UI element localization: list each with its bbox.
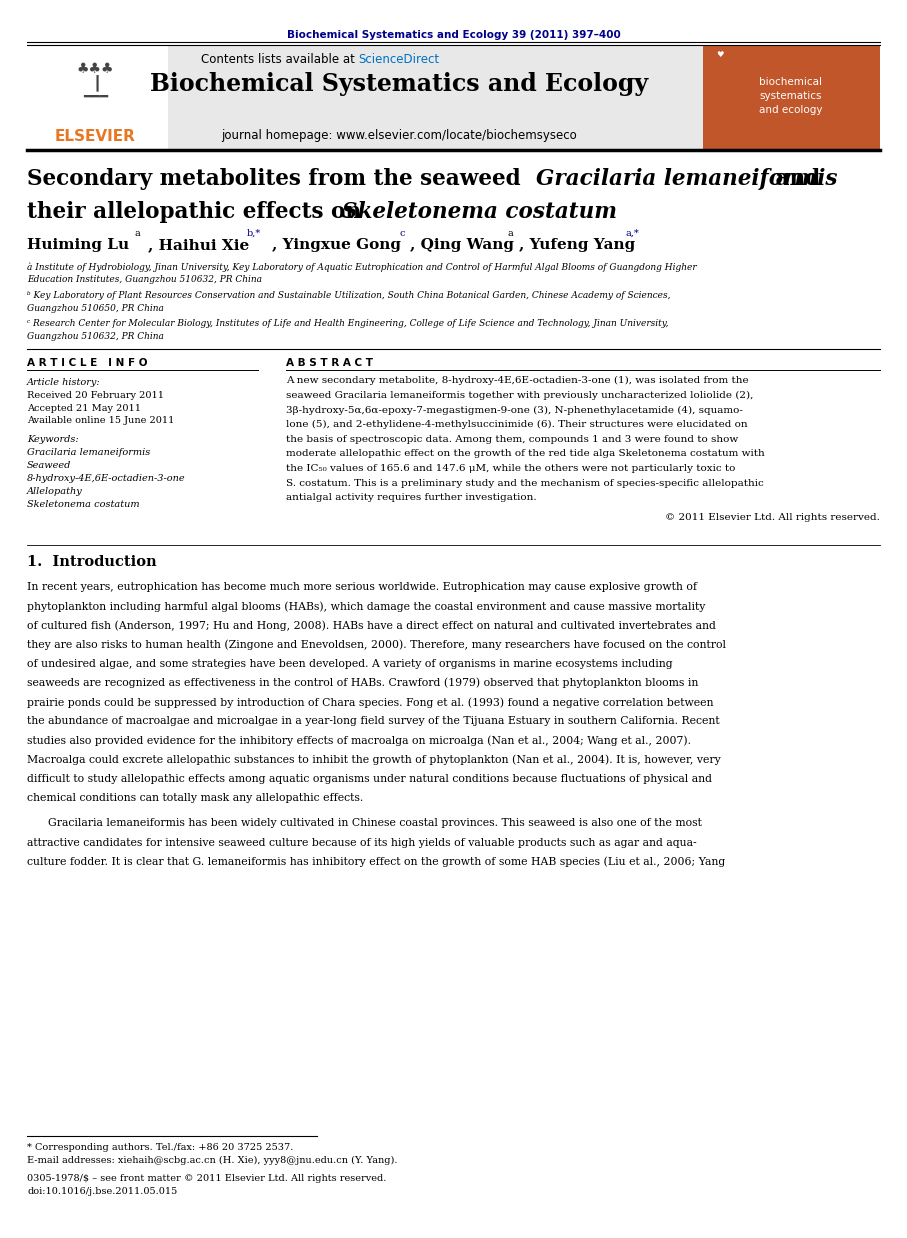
Text: 3β-hydroxy-5α,6α-epoxy-7-megastigmen-9-one (3), N-phenethylacetamide (4), squamo: 3β-hydroxy-5α,6α-epoxy-7-megastigmen-9-o…: [286, 406, 743, 415]
Text: Gracilaria lemaneiformis has been widely cultivated in Chinese coastal provinces: Gracilaria lemaneiformis has been widely…: [27, 818, 702, 828]
Text: 0305-1978/$ – see front matter © 2011 Elsevier Ltd. All rights reserved.: 0305-1978/$ – see front matter © 2011 El…: [27, 1174, 386, 1182]
Text: the abundance of macroalgae and microalgae in a year-long field survey of the Ti: the abundance of macroalgae and microalg…: [27, 716, 720, 727]
Text: Gracilaria lemaneiformis: Gracilaria lemaneiformis: [27, 448, 151, 457]
Text: In recent years, eutrophication has become much more serious worldwide. Eutrophi: In recent years, eutrophication has beco…: [27, 582, 697, 592]
Text: Guangzhou 510650, PR China: Guangzhou 510650, PR China: [27, 303, 164, 313]
Text: Secondary metabolites from the seaweed: Secondary metabolites from the seaweed: [27, 168, 529, 191]
Text: a: a: [508, 229, 513, 238]
Text: Skeletonema costatum: Skeletonema costatum: [27, 500, 140, 509]
Text: studies also provided evidence for the inhibitory effects of macroalga on microa: studies also provided evidence for the i…: [27, 735, 691, 747]
Text: b,*: b,*: [247, 229, 261, 238]
Text: Seaweed: Seaweed: [27, 461, 72, 470]
Text: their allelopathic effects on: their allelopathic effects on: [27, 201, 369, 223]
Text: difficult to study allelopathic effects among aquatic organisms under natural co: difficult to study allelopathic effects …: [27, 774, 712, 784]
Text: journal homepage: www.elsevier.com/locate/biochemsyseco: journal homepage: www.elsevier.com/locat…: [221, 129, 577, 142]
Text: Macroalga could excrete allelopathic substances to inhibit the growth of phytopl: Macroalga could excrete allelopathic sub…: [27, 754, 721, 765]
Text: attractive candidates for intensive seaweed culture because of its high yields o: attractive candidates for intensive seaw…: [27, 838, 697, 848]
Text: 8-hydroxy-4E,6E-octadien-3-one: 8-hydroxy-4E,6E-octadien-3-one: [27, 474, 186, 483]
Text: © 2011 Elsevier Ltd. All rights reserved.: © 2011 Elsevier Ltd. All rights reserved…: [665, 513, 880, 521]
Text: of cultured fish (Anderson, 1997; Hu and Hong, 2008). HABs have a direct effect : of cultured fish (Anderson, 1997; Hu and…: [27, 620, 717, 631]
Text: antialgal activity requires further investigation.: antialgal activity requires further inve…: [286, 493, 536, 503]
Text: Education Institutes, Guangzhou 510632, PR China: Education Institutes, Guangzhou 510632, …: [27, 275, 262, 285]
Text: ᵇ Key Laboratory of Plant Resources Conservation and Sustainable Utilization, So: ᵇ Key Laboratory of Plant Resources Cons…: [27, 291, 670, 300]
Text: S. costatum. This is a preliminary study and the mechanism of species-specific a: S. costatum. This is a preliminary study…: [286, 479, 764, 488]
Text: , Yufeng Yang: , Yufeng Yang: [519, 238, 635, 251]
Bar: [703, 46, 880, 149]
Text: ♣♣♣
 ┃
━━━: ♣♣♣ ┃ ━━━: [76, 62, 114, 104]
Text: 1.  Introduction: 1. Introduction: [27, 555, 157, 568]
Text: of undesired algae, and some strategies have been developed. A variety of organi: of undesired algae, and some strategies …: [27, 659, 673, 669]
Text: Keywords:: Keywords:: [27, 435, 79, 443]
Text: doi:10.1016/j.bse.2011.05.015: doi:10.1016/j.bse.2011.05.015: [27, 1187, 178, 1196]
Text: seaweed Gracilaria lemaneiformis together with previously uncharacterized loliol: seaweed Gracilaria lemaneiformis togethe…: [286, 391, 753, 400]
Text: a,*: a,*: [626, 229, 639, 238]
Text: prairie ponds could be suppressed by introduction of Chara species. Fong et al. : prairie ponds could be suppressed by int…: [27, 697, 714, 708]
Text: Allelopathy: Allelopathy: [27, 487, 83, 496]
Text: * Corresponding authors. Tel./fax: +86 20 3725 2537.: * Corresponding authors. Tel./fax: +86 2…: [27, 1143, 294, 1151]
Text: chemical conditions can totally mask any allelopathic effects.: chemical conditions can totally mask any…: [27, 794, 364, 803]
Text: Contents lists available at: Contents lists available at: [200, 53, 358, 67]
Text: biochemical
systematics
and ecology: biochemical systematics and ecology: [759, 77, 823, 115]
Text: Received 20 February 2011: Received 20 February 2011: [27, 391, 164, 400]
Text: Guangzhou 510632, PR China: Guangzhou 510632, PR China: [27, 332, 164, 342]
Text: culture fodder. It is clear that G. lemaneiformis has inhibitory effect on the g: culture fodder. It is clear that G. lema…: [27, 857, 726, 868]
Text: à Institute of Hydrobiology, Jinan University, Key Laboratory of Aquatic Eutroph: à Institute of Hydrobiology, Jinan Unive…: [27, 262, 697, 272]
Text: a: a: [134, 229, 140, 238]
Text: ᶜ Research Center for Molecular Biology, Institutes of Life and Health Engineeri: ᶜ Research Center for Molecular Biology,…: [27, 319, 668, 328]
Text: c: c: [399, 229, 405, 238]
Text: Skeletonema costatum: Skeletonema costatum: [342, 201, 617, 223]
Bar: [27, 46, 703, 149]
Text: Available online 15 June 2011: Available online 15 June 2011: [27, 416, 174, 425]
Bar: [27, 46, 168, 149]
Text: , Yingxue Gong: , Yingxue Gong: [272, 238, 401, 251]
Text: A R T I C L E   I N F O: A R T I C L E I N F O: [27, 358, 148, 368]
Text: the basis of spectroscopic data. Among them, compounds 1 and 3 were found to sho: the basis of spectroscopic data. Among t…: [286, 435, 738, 443]
Text: A B S T R A C T: A B S T R A C T: [286, 358, 373, 368]
Text: seaweeds are recognized as effectiveness in the control of HABs. Crawford (1979): seaweeds are recognized as effectiveness…: [27, 677, 698, 688]
Text: the IC₅₀ values of 165.6 and 147.6 μM, while the others were not particularly to: the IC₅₀ values of 165.6 and 147.6 μM, w…: [286, 464, 735, 473]
Text: moderate allelopathic effect on the growth of the red tide alga Skeletonema cost: moderate allelopathic effect on the grow…: [286, 449, 765, 458]
Text: Article history:: Article history:: [27, 378, 101, 386]
Text: A new secondary metabolite, 8-hydroxy-4E,6E-octadien-3-one (1), was isolated fro: A new secondary metabolite, 8-hydroxy-4E…: [286, 376, 748, 385]
Text: Biochemical Systematics and Ecology 39 (2011) 397–400: Biochemical Systematics and Ecology 39 (…: [287, 30, 620, 40]
Text: ELSEVIER: ELSEVIER: [54, 129, 136, 144]
Text: ScienceDirect: ScienceDirect: [358, 53, 439, 67]
Text: ♥: ♥: [717, 50, 724, 58]
Text: Biochemical Systematics and Ecology: Biochemical Systematics and Ecology: [150, 72, 649, 95]
Text: Huiming Lu: Huiming Lu: [27, 238, 130, 251]
Text: they are also risks to human health (Zingone and Enevoldsen, 2000). Therefore, m: they are also risks to human health (Zin…: [27, 639, 727, 650]
Text: , Haihui Xie: , Haihui Xie: [148, 238, 249, 251]
Text: phytoplankton including harmful algal blooms (HABs), which damage the coastal en: phytoplankton including harmful algal bl…: [27, 600, 706, 612]
Text: lone (5), and 2-ethylidene-4-methylsuccinimide (6). Their structures were elucid: lone (5), and 2-ethylidene-4-methylsucci…: [286, 420, 747, 430]
Text: , Qing Wang: , Qing Wang: [410, 238, 514, 251]
Text: E-mail addresses: xiehaih@scbg.ac.cn (H. Xie), yyy8@jnu.edu.cn (Y. Yang).: E-mail addresses: xiehaih@scbg.ac.cn (H.…: [27, 1156, 397, 1165]
Text: Gracilaria lemaneiformis: Gracilaria lemaneiformis: [536, 168, 837, 191]
Text: Accepted 21 May 2011: Accepted 21 May 2011: [27, 404, 141, 412]
Text: and: and: [768, 168, 820, 191]
